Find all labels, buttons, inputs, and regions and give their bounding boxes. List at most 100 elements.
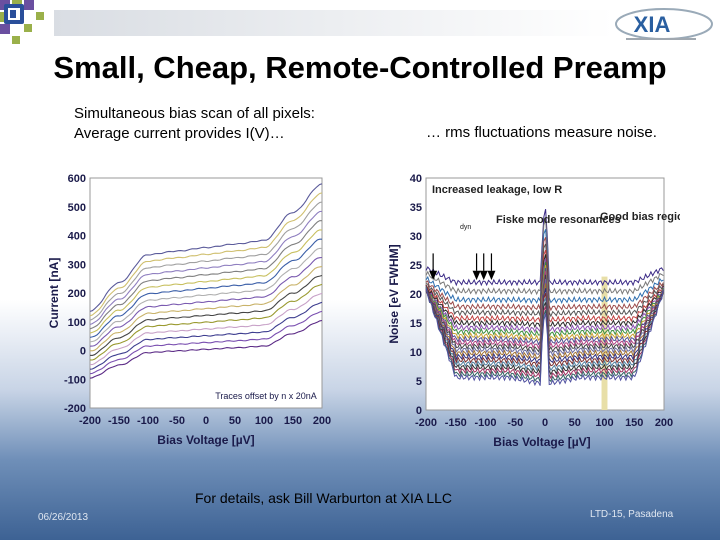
noise-series-line <box>425 249 664 323</box>
iv-x-tick: 0 <box>203 415 209 427</box>
caption-left-line1: Simultaneous bias scan of all pixels: <box>74 105 315 122</box>
iv-annotation: Traces offset by n x 20nA <box>215 391 317 401</box>
header-band <box>54 10 614 36</box>
noise-x-tick: -50 <box>507 417 523 429</box>
caption-left: Simultaneous bias scan of all pixels: Av… <box>74 104 315 144</box>
iv-y-tick: -100 <box>64 374 86 386</box>
iv-series-line <box>89 238 322 338</box>
iv-x-tick: -50 <box>169 415 185 427</box>
iv-series-line <box>89 256 323 347</box>
iv-series-line <box>89 265 323 352</box>
iv-series-line <box>89 247 322 343</box>
iv-x-tick: 200 <box>313 415 331 427</box>
iv-y-label: Current [nA] <box>47 258 61 329</box>
iv-y-tick: 600 <box>68 173 86 185</box>
iv-series-line <box>89 229 323 334</box>
iv-series-line <box>89 201 323 321</box>
iv-y-tick: 500 <box>68 202 86 214</box>
iv-x-tick: -100 <box>137 415 159 427</box>
noise-y-tick: 35 <box>410 202 422 214</box>
noise-series-line <box>425 288 664 380</box>
noise-series-line <box>425 289 664 376</box>
annotation-arrow-head <box>487 270 496 281</box>
xia-logo-text: XIA <box>634 12 671 37</box>
footer-conference: LTD-15, Pasadena <box>590 509 674 520</box>
noise-series-line <box>425 254 664 329</box>
xia-logo: XIA <box>615 8 713 40</box>
iv-x-label: Bias Voltage [µV] <box>157 433 254 447</box>
noise-series-line <box>425 208 664 287</box>
iv-series-line <box>89 292 323 366</box>
noise-y-tick: 25 <box>410 260 422 272</box>
noise-y-tick: 10 <box>410 347 422 359</box>
noise-x-tick: 0 <box>542 417 548 429</box>
iv-x-tick: 150 <box>284 415 302 427</box>
noise-x-tick: 50 <box>569 417 581 429</box>
fiske-annotation: Fiske mode resonances <box>496 214 621 226</box>
iv-y-tick: 200 <box>68 288 86 300</box>
iv-x-tick: -200 <box>79 415 101 427</box>
iv-y-tick: 400 <box>68 231 86 243</box>
iv-series-line <box>89 301 323 370</box>
noise-x-tick: 150 <box>625 417 643 429</box>
iv-series-line <box>89 210 323 326</box>
noise-x-tick: -150 <box>445 417 467 429</box>
noise-x-tick: 200 <box>655 417 673 429</box>
slide-title: Small, Cheap, Remote-Controlled Preamp <box>53 50 667 85</box>
annotation-arrow-head <box>479 270 488 281</box>
corner-logo <box>0 0 44 44</box>
iv-series-line <box>89 183 323 312</box>
noise-series-line <box>425 288 664 364</box>
iv-series-line <box>89 310 323 375</box>
footer-credit: For details, ask Bill Warburton at XIA L… <box>195 490 453 506</box>
annotation-arrow-head <box>472 270 481 281</box>
noise-series-line <box>425 237 664 312</box>
noise-series-line <box>425 258 664 333</box>
noise-series-line <box>425 278 664 357</box>
iv-series-line <box>89 220 322 330</box>
iv-series-line <box>89 192 323 317</box>
noise-series-line <box>425 290 664 372</box>
caption-left-line2: Average current provides I(V)… <box>74 125 285 142</box>
iv-series-line <box>89 274 323 356</box>
noise-series-line <box>425 291 664 368</box>
iv-y-tick: 0 <box>80 346 86 358</box>
iv-y-tick: 300 <box>68 259 86 271</box>
good-bias-band <box>601 276 608 410</box>
noise-x-label: Bias Voltage [µV] <box>493 435 590 449</box>
noise-series-line <box>425 261 664 338</box>
caption-right: … rms fluctuations measure noise. <box>426 124 657 141</box>
noise-series-line <box>425 287 664 387</box>
noise-x-tick: -100 <box>474 417 496 429</box>
noise-series-line <box>425 274 664 353</box>
noise-y-tick: 15 <box>410 318 422 330</box>
iv-x-tick: 100 <box>255 415 273 427</box>
noise-series-line <box>425 219 664 296</box>
noise-series-line <box>425 229 664 305</box>
good-bias-annotation: Good bias region <box>600 211 680 223</box>
iv-x-tick: -150 <box>108 415 130 427</box>
noise-y-tick: 30 <box>410 231 422 243</box>
noise-y-tick: 40 <box>410 173 422 185</box>
iv-series-line <box>89 319 323 379</box>
noise-series-line <box>425 288 664 383</box>
annotation-arrow-head <box>429 270 438 281</box>
iv-series-line <box>89 283 323 361</box>
footer-date: 06/26/2013 <box>38 512 89 523</box>
noise-x-tick: 100 <box>595 417 613 429</box>
iv-x-tick: 50 <box>229 415 241 427</box>
noise-y-tick: 20 <box>410 289 422 301</box>
noise-x-tick: -200 <box>415 417 437 429</box>
noise-y-tick: 0 <box>416 405 422 417</box>
noise-series-line <box>425 243 664 318</box>
leakage-annotation: Increased leakage, low R <box>432 184 562 196</box>
leakage-subscript: dyn <box>460 224 471 231</box>
leakage-annotation-text: Increased leakage, low R <box>432 184 562 196</box>
noise-series-line <box>425 283 664 361</box>
iv-y-tick: 100 <box>68 317 86 329</box>
noise-y-tick: 5 <box>416 376 422 388</box>
noise-y-label: Noise [eV FWHM] <box>387 244 401 343</box>
iv-y-tick: -200 <box>64 403 86 415</box>
